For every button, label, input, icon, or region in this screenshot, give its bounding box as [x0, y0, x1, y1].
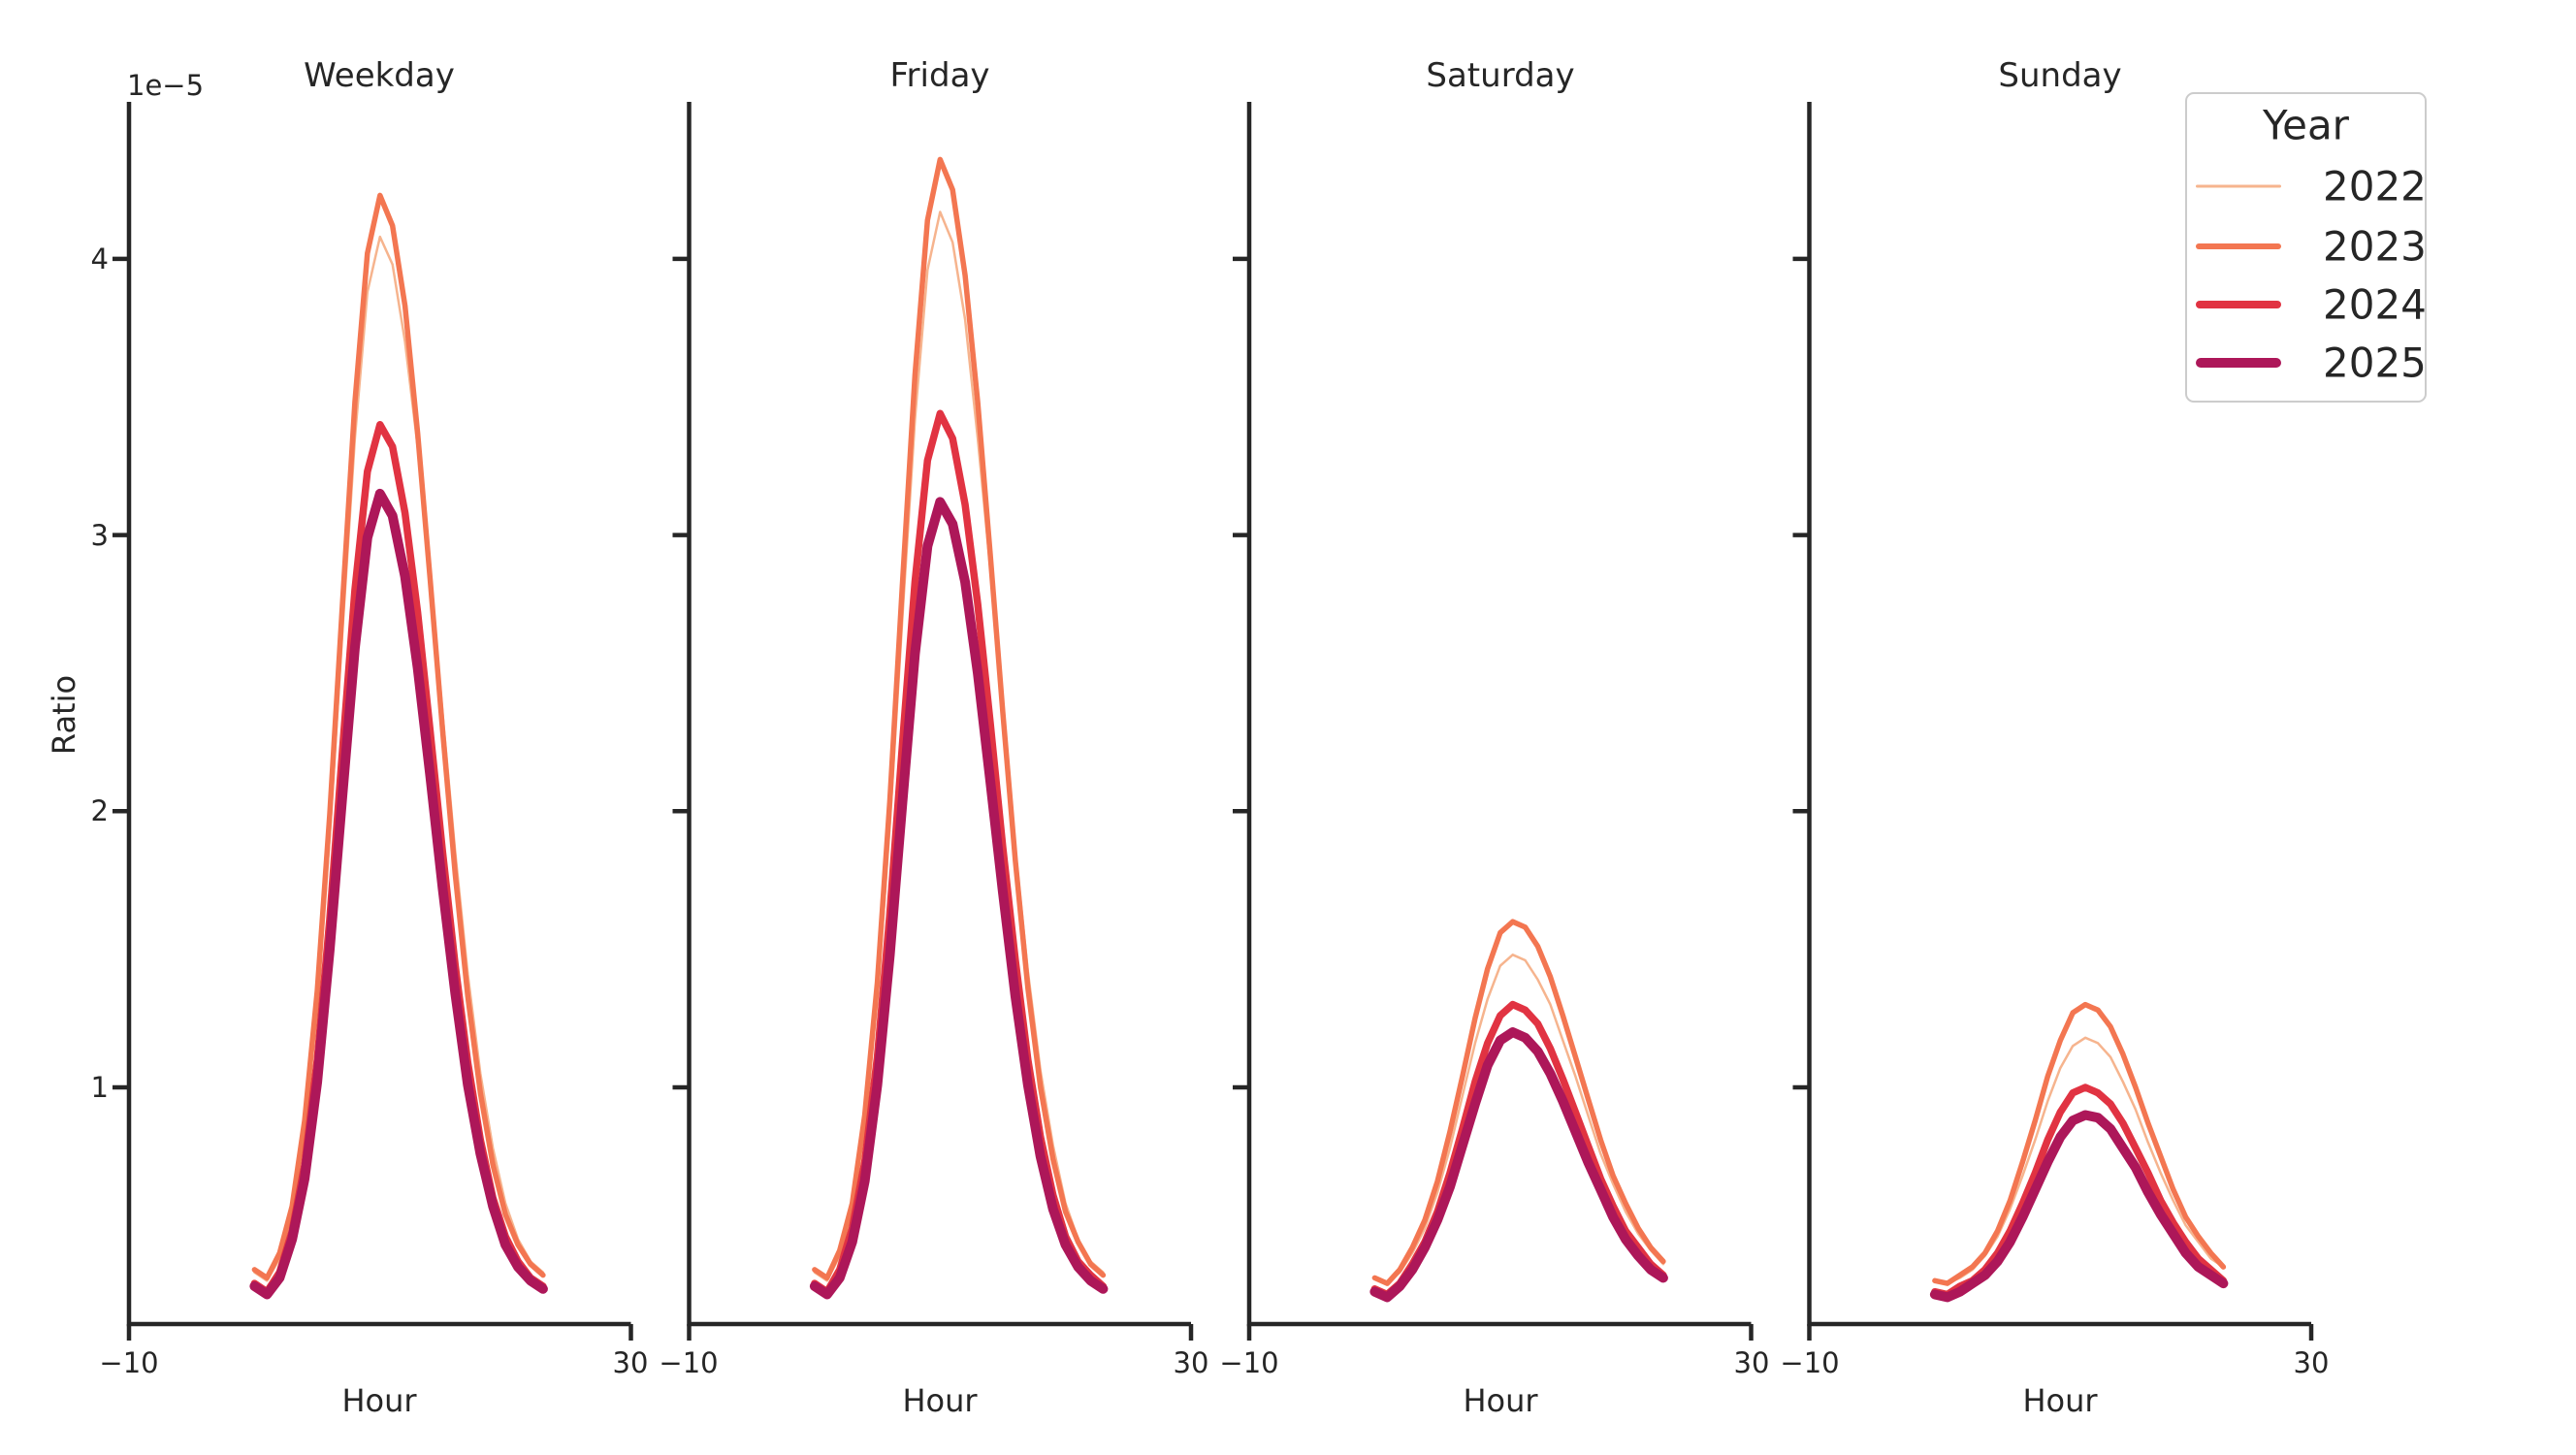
x-tick-p3-max: 30 [1733, 1346, 1770, 1379]
series-line-2022 [253, 235, 545, 1282]
series-line-2025 [249, 488, 548, 1300]
x-axis-label-p3: Hour [1463, 1382, 1538, 1419]
axes-spines [687, 102, 1191, 1327]
series-line-2022 [1373, 954, 1665, 1285]
legend-line-sample-2022 [2196, 184, 2281, 188]
axes-spines [126, 102, 631, 1327]
x-tick-p4-min: −10 [1780, 1346, 1840, 1379]
series-line-2023 [251, 192, 546, 1281]
panel-sunday [1792, 102, 2314, 1341]
x-axis-label-p2: Hour [902, 1382, 978, 1419]
axes-spines [1246, 102, 1752, 1327]
x-tick-p4-max: 30 [2293, 1346, 2330, 1379]
panel-friday [672, 102, 1194, 1341]
x-tick-p1-min: −10 [99, 1346, 159, 1379]
x-axis-label-p4: Hour [2022, 1382, 2098, 1419]
legend-line-sample-2023 [2196, 243, 2281, 249]
series-line-2023 [1932, 1001, 2227, 1286]
legend: Year 2022 2023 2024 2025 [2185, 92, 2427, 403]
legend-label-2025: 2025 [2323, 339, 2427, 387]
y-tick-label-2: 2 [90, 794, 109, 827]
legend-line-sample-2024 [2196, 301, 2281, 308]
x-tick-p2-max: 30 [1173, 1346, 1209, 1379]
x-axis-label-p1: Hour [341, 1382, 417, 1419]
legend-label-2023: 2023 [2323, 222, 2427, 271]
y-tick-label-3: 3 [90, 519, 109, 552]
y-axis-offset-text: 1e−5 [127, 69, 205, 102]
y-tick-label-1: 1 [90, 1071, 109, 1104]
series-line-2025 [1369, 1027, 1668, 1303]
series-line-2022 [813, 210, 1105, 1282]
legend-label-2022: 2022 [2323, 162, 2427, 210]
legend-line-sample-2025 [2196, 358, 2281, 368]
series-line-2023 [812, 156, 1107, 1281]
y-axis-label: Ratio [46, 674, 82, 756]
panel-title-sunday: Sunday [1998, 56, 2122, 95]
series-line-2023 [1371, 919, 1666, 1286]
panel-title-friday: Friday [889, 56, 990, 95]
x-tick-p3-min: −10 [1219, 1346, 1279, 1379]
legend-title: Year [2263, 101, 2349, 149]
x-tick-p2-min: −10 [659, 1346, 719, 1379]
series-line-2025 [809, 497, 1109, 1300]
y-tick-label-4: 4 [90, 242, 109, 275]
panel-title-saturday: Saturday [1426, 56, 1575, 95]
series-line-2025 [1929, 1110, 2229, 1303]
x-tick-p1-max: 30 [612, 1346, 649, 1379]
legend-label-2024: 2024 [2323, 280, 2427, 329]
panel-weekday [113, 102, 633, 1341]
panel-saturday [1233, 102, 1754, 1341]
panel-title-weekday: Weekday [304, 56, 455, 95]
